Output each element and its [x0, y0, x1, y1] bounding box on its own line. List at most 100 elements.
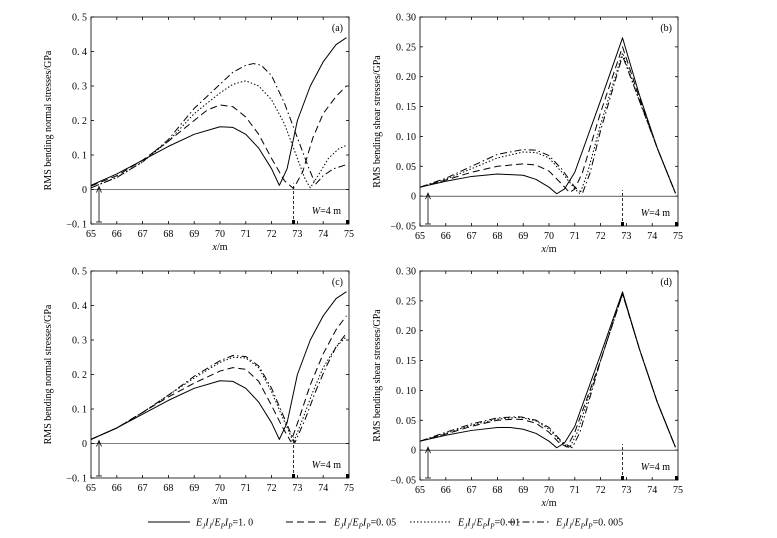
series-line-solid	[90, 291, 347, 440]
x-tick-label: 74	[318, 229, 328, 240]
load-arrow-head	[96, 185, 102, 193]
x-tick-label: 68	[492, 485, 502, 496]
legend-text_slash: /	[474, 518, 477, 529]
y-tick-label: 0	[411, 192, 416, 203]
legend: EJIJ/EPIP=1. 0 EJIJ/EPIP=0. 05 EJIJ/EPIP=0…	[148, 518, 623, 531]
legend-sub_P2: P	[365, 523, 371, 531]
legend-text_slash: /	[572, 518, 575, 529]
y-tick-label: −0. 05	[390, 476, 416, 487]
panel-label: (a)	[332, 23, 343, 34]
x-tick-label: 71	[570, 485, 580, 496]
series-line-dotted	[90, 80, 347, 189]
end-marker-block	[675, 476, 678, 480]
legend-sub_J1: J	[562, 523, 566, 531]
x-tick-label: 75	[673, 231, 683, 242]
series-line-solid	[419, 291, 676, 449]
x-tick-label: 71	[570, 231, 580, 242]
x-tick-label: 65	[86, 483, 96, 494]
y-tick-label: 0. 2	[72, 370, 87, 381]
legend-sub_J2: J	[569, 523, 573, 531]
series-line-dashed	[419, 46, 676, 194]
legend-label: EJIJ/EPIP=1. 0	[195, 518, 253, 531]
legend-text_I2: I	[584, 518, 589, 529]
y-tick-label: 0. 5	[72, 13, 87, 24]
legend-text_E2: E	[213, 518, 220, 529]
x-tick-label: 73	[292, 229, 302, 240]
legend-text_I2: I	[486, 518, 491, 529]
legend-value: =0. 05	[370, 518, 396, 529]
x-tick-label: 69	[189, 483, 199, 494]
width-annotation-value: =4 m	[320, 460, 341, 471]
legend-text_E2: E	[573, 518, 580, 529]
x-tick-label: 70	[215, 229, 225, 240]
x-tick-label: 69	[518, 485, 528, 496]
x-tick-label: 73	[621, 231, 631, 242]
width-annotation-var: W	[312, 206, 322, 217]
x-tick-label: 72	[267, 483, 277, 494]
y-tick-label: 0. 05	[396, 416, 416, 427]
y-tick-label: 0	[82, 185, 87, 196]
y-tick-label: 0. 3	[72, 336, 87, 347]
x-tick-label: 73	[621, 485, 631, 496]
legend-sub_J1: J	[340, 523, 344, 531]
series-line-dashed	[90, 315, 347, 443]
x-tick-label: 69	[518, 231, 528, 242]
legend-value: =0. 005	[592, 518, 623, 529]
panel-0: 65 66 67 68 69 70 71 72 73 74 75 −0. 1 0 0. 1 0. 2 0. 3…	[43, 13, 354, 254]
x-axis-label-var: x	[540, 498, 546, 509]
plot-frame	[419, 16, 679, 227]
x-tick-label: 75	[344, 483, 354, 494]
x-tick-label: 70	[544, 485, 554, 496]
legend-sub_J1: J	[202, 523, 206, 531]
x-axis-label-var: x	[211, 242, 217, 253]
series-line-dashed	[90, 85, 347, 189]
end-marker-block	[346, 474, 349, 478]
x-tick-label: 67	[138, 483, 148, 494]
y-tick-label: 0. 20	[396, 326, 416, 337]
plot-frame	[90, 270, 350, 479]
x-axis-label: x/m	[211, 496, 227, 507]
x-tick-label: 74	[647, 485, 657, 496]
y-tick-label: 0. 1	[72, 405, 87, 416]
legend-text_E2: E	[475, 518, 482, 529]
width-annotation: W=4 m	[312, 206, 341, 217]
legend-text_I1: I	[342, 518, 347, 529]
legend-label: EJIJ/EPIP=0. 01	[457, 518, 520, 531]
width-annotation: W=4 m	[641, 462, 670, 473]
y-tick-label: −0. 05	[390, 222, 416, 233]
width-annotation: W=4 m	[641, 208, 670, 219]
x-tick-label: 72	[267, 229, 277, 240]
y-tick-label: 0. 2	[72, 116, 87, 127]
x-tick-label: 71	[241, 229, 251, 240]
y-tick-label: 0. 25	[396, 42, 416, 53]
series-line-solid	[419, 37, 676, 195]
y-tick-label: 0. 5	[72, 267, 87, 278]
y-tick-label: 0. 05	[396, 162, 416, 173]
legend-text_E2: E	[351, 518, 358, 529]
series-line-dashdot	[90, 332, 347, 444]
x-tick-label: 74	[318, 483, 328, 494]
x-tick-label: 72	[596, 485, 606, 496]
x-axis-label-unit: /m	[217, 242, 228, 253]
plot-frame	[419, 270, 679, 481]
legend-sub_J1: J	[464, 523, 468, 531]
x-tick-label: 67	[467, 485, 477, 496]
y-tick-label: 0	[82, 439, 87, 450]
x-tick-label: 73	[292, 483, 302, 494]
legend-text_I2: I	[362, 518, 367, 529]
load-arrow-head	[425, 192, 431, 200]
x-tick-label: 71	[241, 483, 251, 494]
width-annotation-var: W	[312, 460, 322, 471]
series-line-dashdot	[90, 63, 347, 189]
legend-text_E1: E	[333, 518, 340, 529]
y-tick-label: 0. 20	[396, 72, 416, 83]
legend-sub_P2: P	[227, 523, 233, 531]
legend-value: =1. 0	[232, 518, 253, 529]
plot-frame	[90, 16, 350, 225]
width-annotation-var: W	[641, 462, 651, 473]
x-tick-label: 69	[189, 229, 199, 240]
y-tick-label: −0. 1	[66, 220, 87, 231]
width-annotation-value: =4 m	[649, 208, 670, 219]
x-axis-label-unit: /m	[546, 244, 557, 255]
